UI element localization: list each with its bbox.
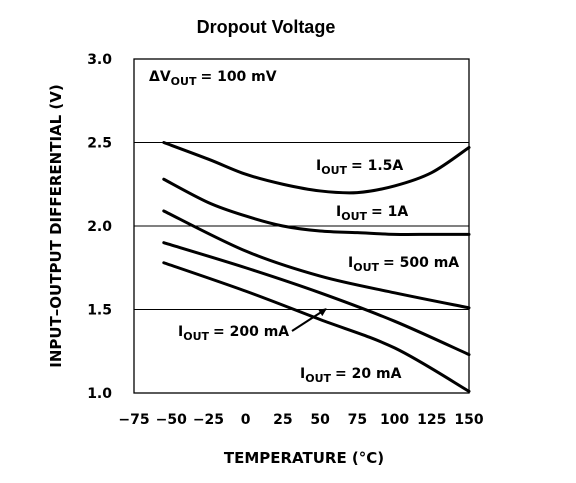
x-tick-label: −50 [156, 412, 187, 428]
series-line-1 [162, 177, 471, 236]
series-label-500ma-suffix: = 500 mA [383, 255, 459, 271]
series-label-500ma: IOUT = 500 mA [348, 255, 459, 274]
series-label-500ma-prefix: I [348, 255, 353, 271]
y-tick-label: 1.5 [87, 303, 112, 319]
series-label-1a-suffix: = 1A [371, 204, 408, 220]
x-tick-label: 125 [417, 412, 446, 428]
series-line-3 [162, 241, 471, 357]
chart-title: Dropout Voltage [197, 17, 336, 37]
series-label-1a-prefix: I [336, 204, 341, 220]
series-label-1-5a-suffix: = 1.5A [351, 158, 403, 174]
annotation-subscript: OUT [171, 75, 197, 88]
y-tick-labels: 1.0 1.5 2.0 2.5 3.0 [87, 52, 112, 402]
series-label-1-5a: IOUT = 1.5A [316, 158, 403, 177]
x-axis-label: TEMPERATURE (°C) [224, 449, 384, 467]
series-label-20ma-sub: OUT [305, 372, 331, 385]
series-label-1-5a-sub: OUT [321, 164, 347, 177]
series-lines [162, 141, 471, 393]
series-label-20ma-prefix: I [300, 366, 305, 382]
series-label-200ma-arrow [291, 308, 327, 332]
series-label-200ma-prefix: I [178, 324, 183, 340]
y-tick-label: 2.0 [87, 219, 112, 235]
delta-vout-annotation: ΔVOUT = 100 mV [149, 69, 277, 88]
series-label-20ma-suffix: = 20 mA [335, 366, 402, 382]
series-label-200ma-suffix: = 200 mA [213, 324, 289, 340]
x-tick-labels: −75 −50 −25 0 25 50 75 100 125 150 [118, 412, 483, 428]
series-label-1a: IOUT = 1A [336, 204, 408, 223]
x-tick-label: 25 [273, 412, 292, 428]
annotation-prefix: ΔV [149, 69, 171, 85]
series-label-20ma: IOUT = 20 mA [300, 366, 402, 385]
x-tick-label: 75 [348, 412, 367, 428]
y-tick-label: 2.5 [87, 136, 112, 152]
series-line-2 [162, 209, 471, 310]
y-tick-label: 1.0 [87, 386, 112, 402]
x-tick-label: −25 [193, 412, 224, 428]
y-axis-label: INPUT–OUTPUT DIFFERENTIAL (V) [47, 84, 65, 367]
x-tick-label: 50 [310, 412, 330, 428]
x-tick-label: 0 [241, 412, 251, 428]
series-label-500ma-sub: OUT [353, 261, 379, 274]
series-label-1-5a-prefix: I [316, 158, 321, 174]
plot-frame [133, 58, 470, 394]
series-line-0 [162, 141, 471, 195]
y-tick-label: 3.0 [87, 52, 112, 68]
series-label-200ma-sub: OUT [183, 330, 209, 343]
x-tick-label: −75 [118, 412, 149, 428]
series-label-200ma: IOUT = 200 mA [178, 324, 289, 343]
x-tick-label: 100 [380, 412, 409, 428]
series-line-4 [162, 261, 471, 393]
x-tick-label: 150 [454, 412, 483, 428]
series-label-1a-sub: OUT [341, 210, 367, 223]
grid-lines [134, 142, 469, 310]
annotation-suffix: = 100 mV [200, 69, 276, 85]
